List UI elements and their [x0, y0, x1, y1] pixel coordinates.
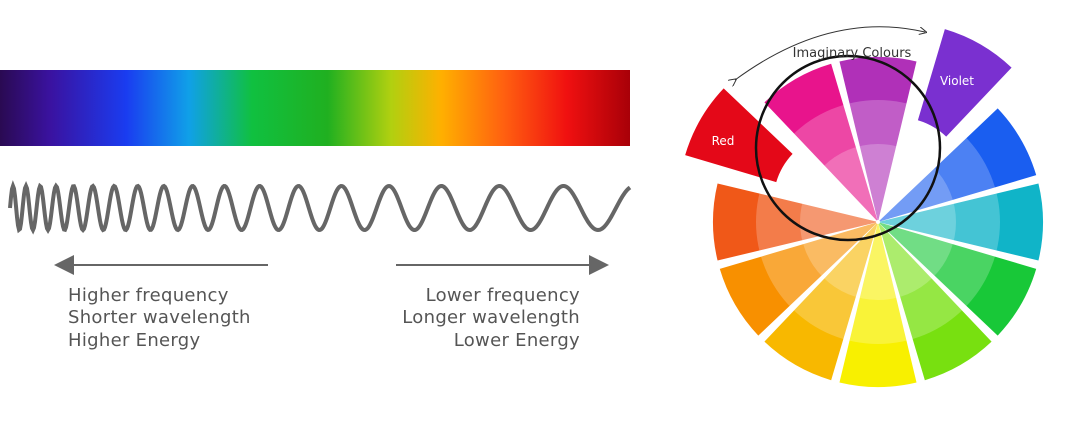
- wave: [8, 180, 632, 235]
- wheel-segment: [839, 223, 917, 387]
- wheel-segment: [879, 108, 1037, 222]
- right-label: Lower frequency: [426, 285, 580, 306]
- arc-arrow: [735, 26, 925, 80]
- arc-label: Imaginary Colours: [793, 46, 912, 61]
- left-label: Higher Energy: [68, 330, 201, 351]
- wheel-segment: [719, 222, 877, 336]
- left-label: Higher frequency: [68, 285, 229, 306]
- violet-segment: [917, 29, 1012, 137]
- violet-label: Violet: [940, 74, 974, 88]
- right-label: Longer wavelength: [402, 307, 580, 328]
- red-segment: [685, 88, 793, 183]
- wheel-segment: [879, 222, 1037, 336]
- left-label: Shorter wavelength: [68, 307, 251, 328]
- wheel-segment: [879, 183, 1043, 261]
- wheel-segment: [839, 56, 917, 221]
- wheel-segment: [764, 63, 878, 221]
- inner-ring: [800, 144, 956, 300]
- color-wheel: Red Violet: [685, 29, 1043, 387]
- red-label: Red: [712, 134, 735, 148]
- wheel-segment: [764, 223, 878, 381]
- spectrum-bar: [0, 70, 630, 146]
- right-label: Lower Energy: [454, 330, 580, 351]
- wheel-segment: [878, 223, 992, 381]
